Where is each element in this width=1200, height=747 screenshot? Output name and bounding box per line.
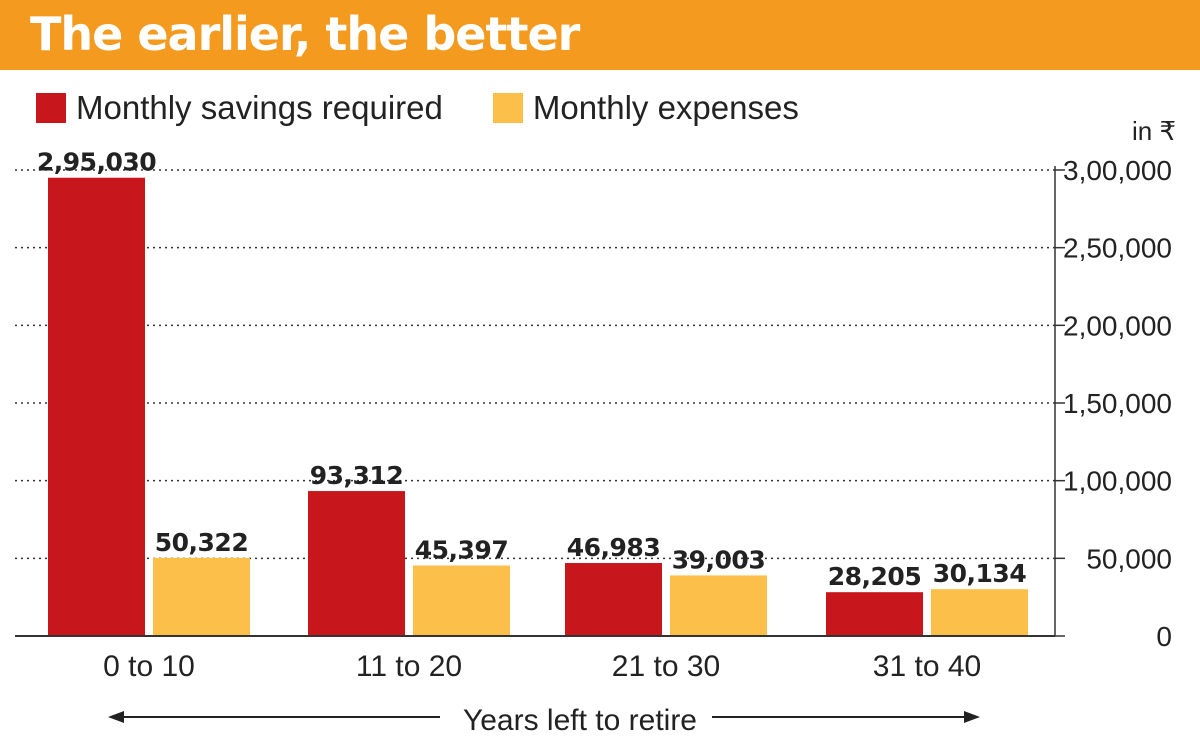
- legend-item-expenses: Monthly expenses: [492, 89, 799, 127]
- y-tick-label: 50,000: [1086, 543, 1172, 574]
- bar-expenses: [670, 575, 767, 636]
- data-label-expenses: 30,134: [933, 559, 1027, 588]
- y-axis-unit-label: in ₹: [1131, 116, 1176, 146]
- data-label-expenses: 50,322: [155, 528, 248, 557]
- bar-savings: [565, 563, 662, 636]
- legend-swatch-savings: [36, 93, 66, 123]
- y-tick-label: 3,00,000: [1063, 155, 1172, 186]
- y-tick-label: 2,00,000: [1063, 310, 1172, 341]
- y-tick-label: 0: [1156, 621, 1172, 652]
- x-tick-label: 21 to 30: [612, 650, 720, 683]
- y-tick-label: 1,50,000: [1063, 388, 1172, 419]
- x-axis-arrow-right-icon: [964, 711, 980, 723]
- bar-expenses: [931, 589, 1028, 636]
- x-axis-arrow-left-icon: [108, 711, 124, 723]
- data-label-savings: 93,312: [310, 461, 403, 490]
- bar-savings: [48, 177, 145, 636]
- bar-savings: [308, 491, 405, 636]
- data-label-savings: 28,205: [828, 562, 921, 591]
- bar-savings: [826, 592, 923, 636]
- chart-title: The earlier, the better: [30, 7, 580, 61]
- data-label-expenses: 39,003: [672, 545, 765, 574]
- title-banner: The earlier, the better: [0, 0, 1200, 70]
- legend: Monthly savings required Monthly expense…: [36, 86, 849, 130]
- y-tick-label: 2,50,000: [1063, 233, 1172, 264]
- x-tick-label: 0 to 10: [103, 650, 195, 683]
- legend-item-savings: Monthly savings required: [36, 89, 443, 127]
- bar-expenses: [413, 565, 510, 636]
- legend-swatch-expenses: [492, 93, 523, 123]
- bar-expenses: [153, 557, 250, 636]
- x-tick-label: 31 to 40: [873, 650, 981, 683]
- y-tick-label: 1,00,000: [1063, 466, 1172, 497]
- legend-label-savings: Monthly savings required: [76, 89, 443, 126]
- data-label-savings: 46,983: [567, 533, 660, 562]
- data-label-savings: 2,95,030: [37, 148, 156, 177]
- legend-label-expenses: Monthly expenses: [532, 89, 799, 126]
- data-label-expenses: 45,397: [415, 535, 508, 564]
- x-tick-label: 11 to 20: [356, 650, 462, 683]
- x-axis-title: Years left to retire: [463, 704, 697, 737]
